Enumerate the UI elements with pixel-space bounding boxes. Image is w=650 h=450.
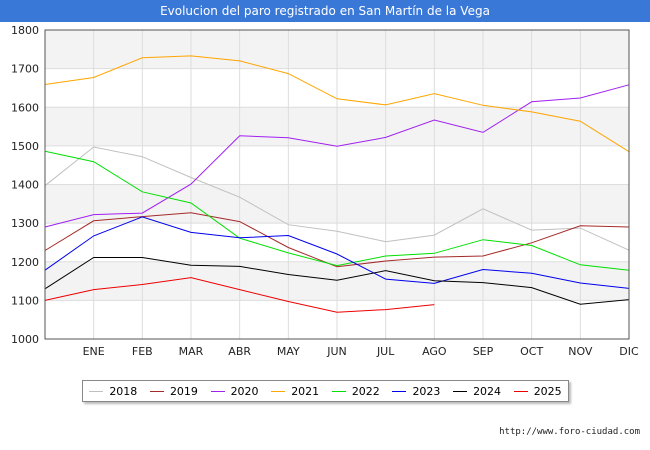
legend-swatch xyxy=(149,390,164,392)
x-tick-label: SEP xyxy=(473,345,494,358)
series-line-2025 xyxy=(44,277,435,313)
legend-item-2018: 2018 xyxy=(89,385,137,398)
legend-item-2025: 2025 xyxy=(513,384,562,398)
legend-item-2022: 2022 xyxy=(331,384,380,398)
x-tick-label: AGO xyxy=(422,345,447,358)
y-tick-label: 1600 xyxy=(11,101,39,114)
series-line-2023 xyxy=(44,216,630,289)
series-line-2022 xyxy=(44,150,630,271)
legend: 2018 2019 2020 2021 2022 2023 2024 2025 xyxy=(82,380,569,402)
y-tick-label: 1300 xyxy=(11,217,39,230)
series-line-2018 xyxy=(44,146,630,251)
x-tick-label: ABR xyxy=(228,345,251,358)
legend-swatch xyxy=(210,390,225,392)
x-tick-label: NOV xyxy=(568,345,593,358)
x-tick-label: MAR xyxy=(179,345,204,358)
legend-swatch xyxy=(513,390,528,392)
legend-label: 2021 xyxy=(291,384,320,398)
y-tick-label: 1500 xyxy=(11,140,39,153)
legend-label: 2018 xyxy=(109,384,138,398)
x-tick-label: JUN xyxy=(326,345,347,358)
series-line-2021 xyxy=(44,55,630,153)
legend-label: 2025 xyxy=(533,384,562,398)
legend-label: 2023 xyxy=(412,384,441,398)
series-line-2020 xyxy=(44,84,630,228)
x-tick-label: JUL xyxy=(376,345,395,358)
x-tick-label: ENE xyxy=(83,345,105,358)
plot-frame xyxy=(44,29,630,340)
x-tick-label: FEB xyxy=(132,345,153,358)
legend-item-2020: 2020 xyxy=(210,384,259,398)
legend-label: 2022 xyxy=(351,384,380,398)
legend-label: 2020 xyxy=(230,384,259,398)
gridlines xyxy=(45,29,630,340)
series-lines xyxy=(44,55,630,313)
y-tick-label: 1200 xyxy=(11,256,39,269)
y-tick-label: 1800 xyxy=(11,24,39,37)
y-tick-label: 1400 xyxy=(11,179,39,192)
y-tick-labels: 1000 1100 1200 1300 1400 1500 1600 1700 1800 xyxy=(11,24,39,346)
y-tick-label: 1700 xyxy=(11,63,39,76)
y-tick-label: 1000 xyxy=(11,333,39,346)
legend-label: 2019 xyxy=(169,384,198,398)
legend-label: 2024 xyxy=(473,384,502,398)
legend-swatch xyxy=(89,390,104,392)
legend-swatch xyxy=(331,390,346,392)
source-watermark: http://www.foro-ciudad.com xyxy=(499,427,640,437)
x-tick-labels: ENE FEB MAR ABR MAY JUN JUL AGO SEP OCT NOV DIC xyxy=(83,345,639,358)
chart-title: Evolucion del paro registrado en San Mar… xyxy=(0,0,650,22)
legend-swatch xyxy=(453,390,468,392)
legend-item-2023: 2023 xyxy=(392,385,440,398)
legend-swatch xyxy=(271,390,286,392)
y-tick-label: 1100 xyxy=(11,294,39,307)
legend-swatch xyxy=(392,390,407,392)
x-tick-label: MAY xyxy=(277,345,300,358)
x-tick-label: DIC xyxy=(619,345,639,358)
series-line-2024 xyxy=(44,257,630,305)
legend-item-2024: 2024 xyxy=(453,385,501,398)
legend-item-2021: 2021 xyxy=(271,385,319,398)
legend-item-2019: 2019 xyxy=(149,384,198,398)
x-tick-label: OCT xyxy=(520,345,543,358)
